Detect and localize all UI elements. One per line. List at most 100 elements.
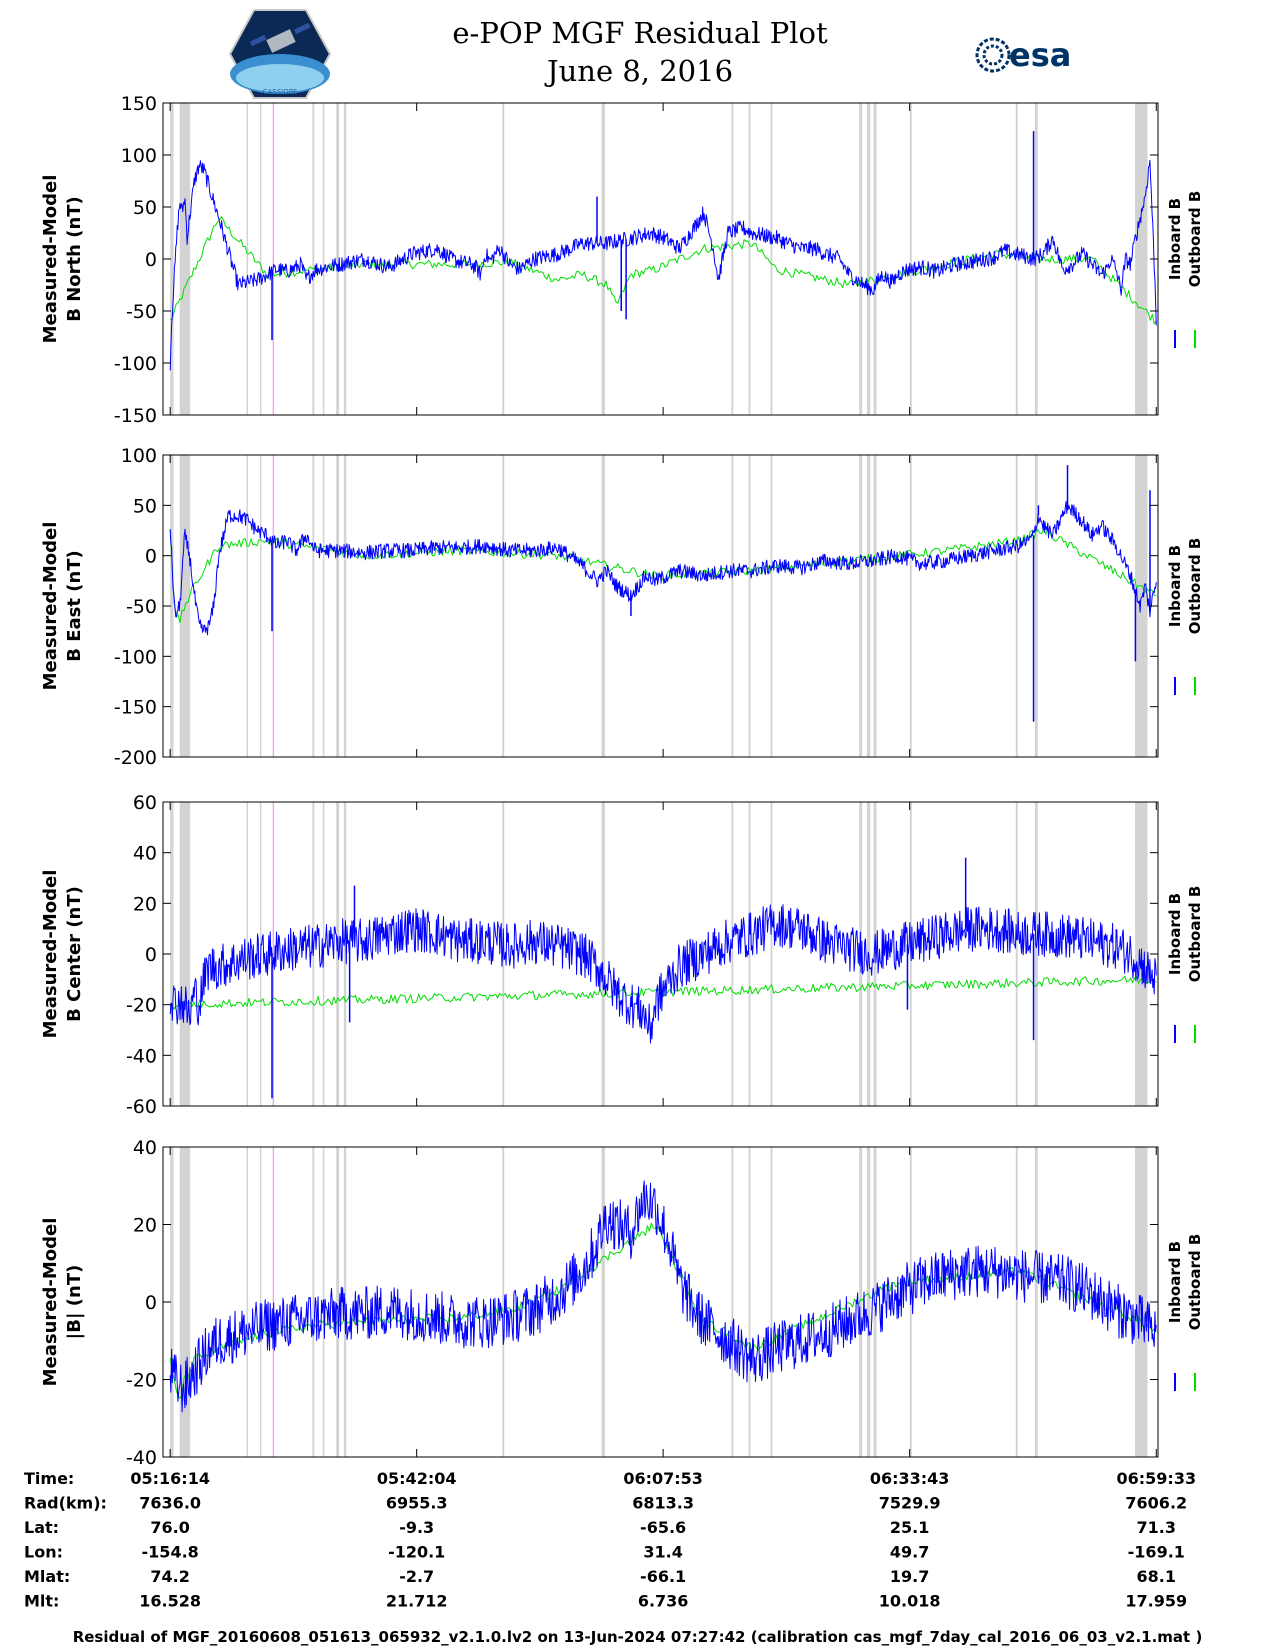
y-tick-label: 20 <box>133 893 157 915</box>
legend-label-outboard: Outboard B <box>1186 1234 1204 1331</box>
gap-shading-band <box>1015 455 1018 757</box>
gap-shading-band <box>873 802 877 1106</box>
y-tick-label: -20 <box>126 1370 157 1392</box>
gap-shading-band <box>170 103 174 415</box>
legend-label-inboard: Inboard B <box>1166 1241 1184 1323</box>
gap-shading-band <box>909 103 912 415</box>
gap-shading-band <box>601 1147 605 1457</box>
y-tick-label: 100 <box>121 145 157 167</box>
inboard-series-line <box>169 500 1157 636</box>
series-group <box>169 1180 1157 1413</box>
gap-shading-band <box>170 1147 174 1457</box>
gap-shading-band <box>748 1147 751 1457</box>
y-tick-label: 0 <box>145 944 157 966</box>
info-row-value: 6813.3 <box>632 1494 694 1513</box>
gap-shading-band <box>336 103 340 415</box>
gap-shading-band <box>343 802 347 1106</box>
y-tick-label: -50 <box>126 301 157 323</box>
chart-panel-north: 150 100 50 0 -50 -100 -150 Measured-Model B Nort… <box>40 93 1204 427</box>
gap-shading-band <box>246 802 249 1106</box>
gap-shading-band <box>859 1147 863 1457</box>
logo-left-caption: CASSIOPE <box>263 88 298 96</box>
chart-panel-center: 60 40 20 0 -20 -40 -60 Measured-Model B Center (… <box>40 792 1204 1118</box>
info-row-value: -120.1 <box>388 1543 445 1562</box>
axes-frame <box>162 801 1159 1107</box>
info-row-value: 6.736 <box>638 1592 689 1611</box>
info-row-value: 10.018 <box>879 1592 941 1611</box>
y-tick-label: -100 <box>114 353 157 375</box>
y-tick-label: 40 <box>133 1137 157 1159</box>
info-row-value: 06:07:53 <box>623 1469 703 1488</box>
gap-shading-band <box>770 1147 773 1457</box>
y-tick-label: 50 <box>133 495 157 517</box>
info-row-label: Lon: <box>24 1543 63 1562</box>
gap-shading-band <box>866 455 871 757</box>
info-row-value: 76.0 <box>150 1518 189 1537</box>
info-row-value: -66.1 <box>640 1567 686 1586</box>
gap-shading-band <box>343 103 347 415</box>
inboard-series-line <box>169 1180 1157 1413</box>
gap-shading-band <box>731 455 734 757</box>
esa-logo-text: esa <box>1009 36 1071 74</box>
gap-shading-band <box>312 455 315 757</box>
info-row-label: Time: <box>24 1469 74 1488</box>
info-row-value: 68.1 <box>1137 1567 1176 1586</box>
gap-shading-band <box>601 455 605 757</box>
info-row-label: Mlt: <box>24 1592 59 1611</box>
legend-label-outboard: Outboard B <box>1186 886 1204 983</box>
y-tick-label: -60 <box>126 1096 157 1118</box>
gap-shading-band <box>770 103 773 415</box>
info-row-value: 16.528 <box>139 1592 201 1611</box>
y-tick-label: -40 <box>126 1447 157 1469</box>
gap-shading-band <box>748 455 751 757</box>
gap-shading-band <box>246 1147 249 1457</box>
y-tick-label: 50 <box>133 197 157 219</box>
y-axis-label: Measured-Model <box>40 870 61 1039</box>
y-tick-label: -100 <box>114 646 157 668</box>
info-row-value: 05:42:04 <box>377 1469 457 1488</box>
gap-shading-band <box>859 455 863 757</box>
gap-shading-band <box>731 802 734 1106</box>
gap-shading-band <box>502 455 505 757</box>
gap-shading-band <box>770 802 773 1106</box>
info-row-value: 19.7 <box>890 1567 929 1586</box>
info-row-value: 17.959 <box>1125 1592 1187 1611</box>
gap-shading-band <box>1135 455 1148 757</box>
axes-frame <box>162 102 1159 416</box>
gap-shading-band <box>322 103 325 415</box>
chart-panel-east: 100 50 0 -50 -100 -150 -200 Measured-Model B Eas… <box>40 445 1204 769</box>
gap-shading-band <box>1034 455 1038 757</box>
gap-shading-band <box>322 455 325 757</box>
gap-shading-band <box>1034 103 1038 415</box>
legend-label-inboard: Inboard B <box>1166 893 1184 975</box>
gap-shading-band <box>1034 1147 1038 1457</box>
gap-shading-band <box>859 103 863 415</box>
gap-shading-band <box>1015 802 1018 1106</box>
footer-caption: Residual of MGF_20160608_051613_065932_v… <box>72 1628 1203 1646</box>
y-tick-label: 0 <box>145 546 157 568</box>
gap-shading-band <box>312 103 315 415</box>
gap-shading-band <box>170 802 174 1106</box>
gap-shading-band <box>1135 103 1148 415</box>
info-row-value: 06:33:43 <box>870 1469 950 1488</box>
info-row-label: Lat: <box>24 1518 59 1537</box>
info-row-value: -154.8 <box>142 1543 199 1562</box>
info-row-value: 25.1 <box>890 1518 929 1537</box>
info-row-value: 74.2 <box>150 1567 189 1586</box>
info-row-value: 05:16:14 <box>130 1469 210 1488</box>
gap-shading-band <box>336 455 340 757</box>
gap-shading-band <box>179 1147 191 1457</box>
gap-shading-band <box>731 103 734 415</box>
info-row-value: 6955.3 <box>386 1494 448 1513</box>
legend-label-inboard: Inboard B <box>1166 545 1184 627</box>
series-group <box>169 131 1157 371</box>
info-row-value: 31.4 <box>643 1543 682 1562</box>
y-tick-label: 0 <box>145 1292 157 1314</box>
gap-shading-band <box>246 103 249 415</box>
y-tick-label: -200 <box>114 747 157 769</box>
inboard-series-line <box>169 159 1157 371</box>
gap-shading-band <box>336 802 340 1106</box>
y-tick-label: -50 <box>126 596 157 618</box>
y-tick-label: 100 <box>121 445 157 467</box>
series-group <box>169 465 1157 722</box>
